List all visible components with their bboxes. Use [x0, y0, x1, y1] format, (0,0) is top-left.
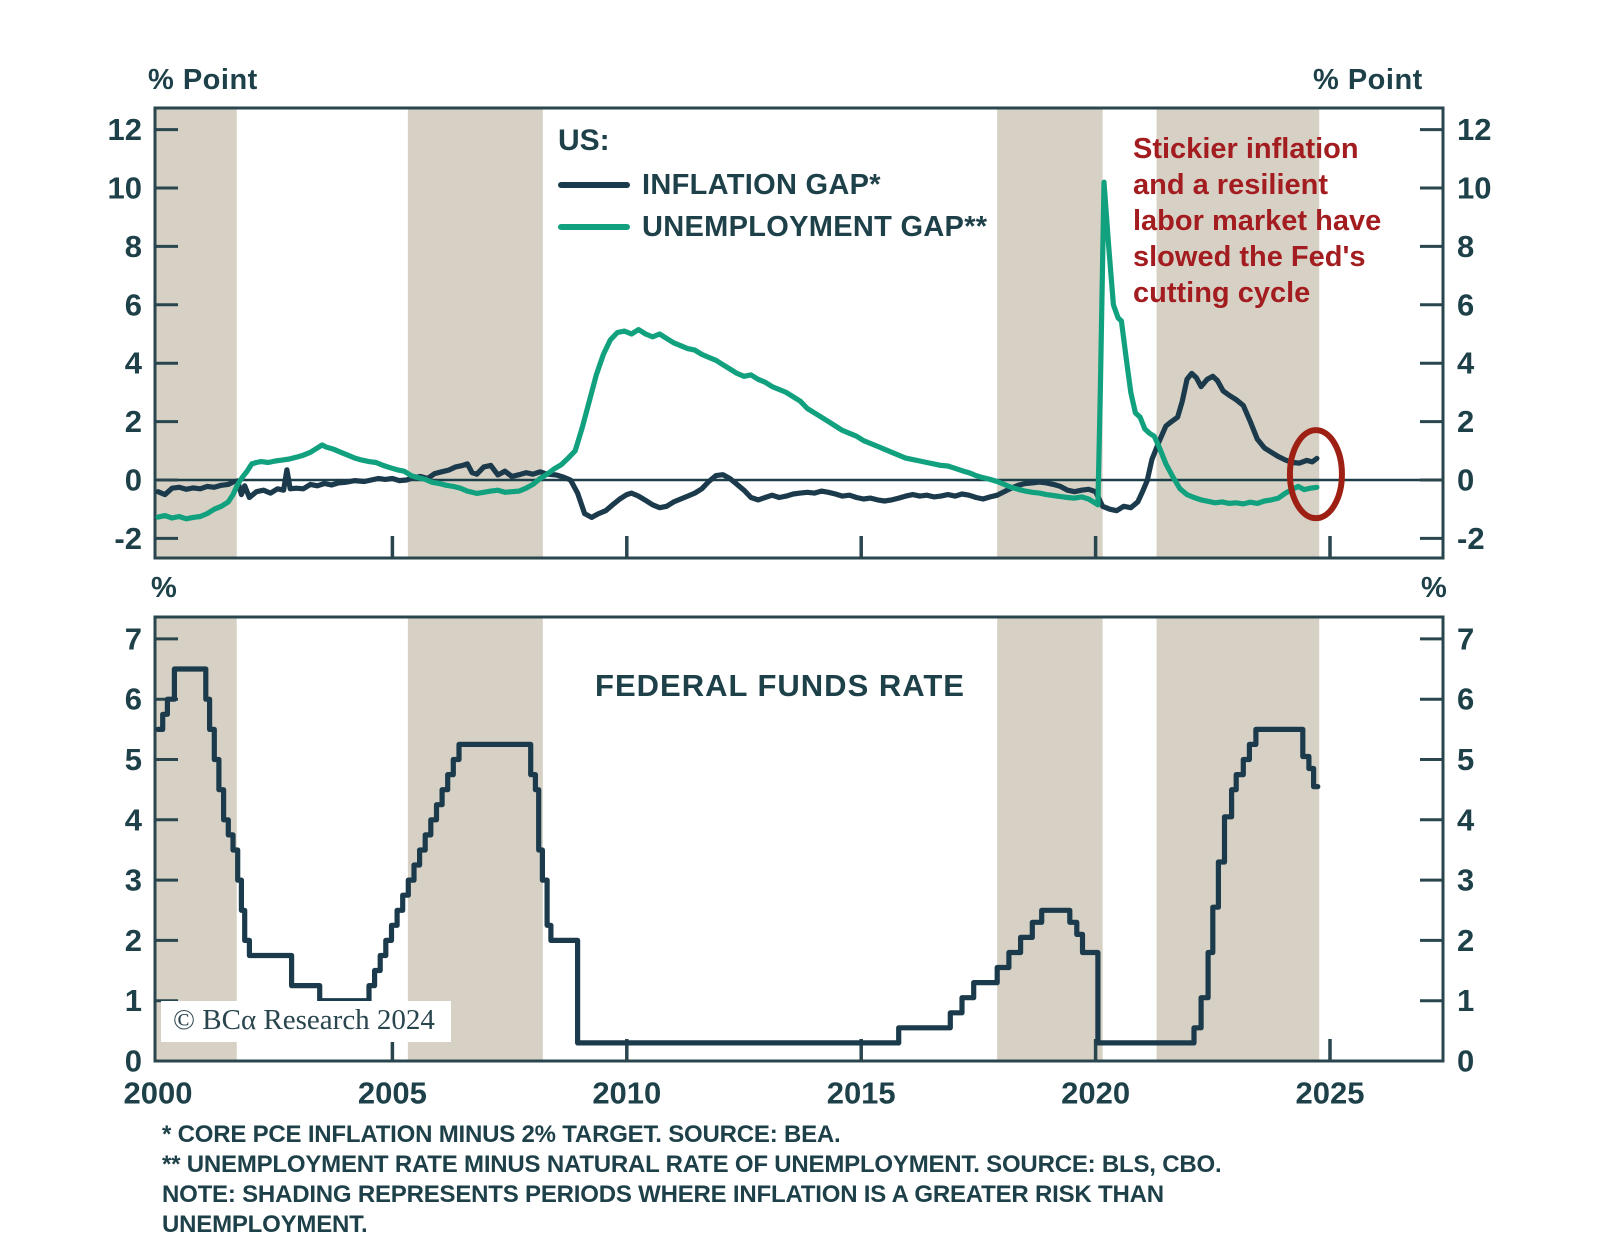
y-tick-label: 6 — [125, 287, 142, 322]
y-tick-label: 4 — [125, 802, 143, 837]
top-panel-frame — [153, 106, 1445, 560]
y-tick-label: 2 — [1457, 404, 1474, 439]
legend: US: INFLATION GAP* UNEMPLOYMENT GAP** — [558, 124, 987, 248]
highlight-ellipse — [1286, 427, 1345, 522]
x-tick-label: 2000 — [124, 1076, 193, 1111]
annotation-line: Stickier inflation — [1133, 133, 1359, 165]
footnote-unemployment: ** UNEMPLOYMENT RATE MINUS NATURAL RATE … — [162, 1151, 1222, 1178]
x-tick-label: 2010 — [592, 1076, 661, 1111]
y-tick-label: 8 — [1457, 229, 1474, 264]
unemployment-gap-line — [155, 179, 1320, 522]
legend-label-inflation-gap: INFLATION GAP* — [642, 168, 881, 201]
bottom-panel-title: FEDERAL FUNDS RATE — [595, 668, 965, 703]
inflation-gap-line — [155, 370, 1320, 520]
y-tick-label: 10 — [1457, 171, 1491, 206]
y-tick-label: 4 — [1457, 802, 1475, 837]
legend-item-unemployment-gap: UNEMPLOYMENT GAP** — [558, 206, 987, 248]
federal-funds-rate-line — [155, 666, 1321, 1046]
annotation-line: labor market have — [1133, 205, 1382, 237]
y-tick-label: -2 — [114, 521, 142, 556]
annotation-text: Stickier inflation and a resilient labor m… — [1133, 131, 1433, 311]
unemployment-gap-line-sample — [558, 224, 630, 230]
annotation-line: and a resilient — [1133, 169, 1329, 201]
legend-item-inflation-gap: INFLATION GAP* — [558, 164, 987, 206]
shading-band — [155, 617, 237, 1061]
y-tick-label: 10 — [108, 171, 142, 206]
bottom-panel-frame — [153, 615, 1445, 1063]
x-tick-label: 2005 — [358, 1076, 427, 1111]
inflation-gap-line-sample — [558, 182, 630, 188]
y-tick-label: 0 — [1457, 463, 1474, 498]
y-tick-label: 3 — [125, 863, 142, 898]
y-tick-label: -2 — [1457, 521, 1485, 556]
x-tick-label: 2015 — [827, 1076, 896, 1111]
y-tick-label: 0 — [125, 463, 142, 498]
y-tick-label: 7 — [125, 621, 142, 656]
annotation-line: cutting cycle — [1133, 277, 1311, 309]
y-tick-label: 6 — [1457, 682, 1474, 717]
x-tick-label: 2025 — [1296, 1076, 1365, 1111]
footnotes: * CORE PCE INFLATION MINUS 2% TARGET. SO… — [162, 1120, 1227, 1240]
bottom-left-axis-unit: % — [151, 572, 178, 604]
y-tick-label: 2 — [125, 923, 142, 958]
legend-label-unemployment-gap: UNEMPLOYMENT GAP** — [642, 210, 988, 243]
legend-group-label: US: — [558, 124, 610, 157]
y-tick-label: 7 — [1457, 621, 1474, 656]
y-tick-label: 6 — [125, 682, 142, 717]
y-tick-label: 0 — [1457, 1044, 1474, 1079]
y-tick-label: 2 — [125, 404, 142, 439]
top-left-axis-unit: % Point — [148, 64, 258, 96]
y-tick-label: 8 — [125, 229, 142, 264]
y-tick-label: 12 — [108, 112, 142, 147]
bca-research-watermark: © BCα Research 2024 — [161, 1001, 451, 1042]
y-tick-label: 6 — [1457, 287, 1474, 322]
y-tick-label: 3 — [1457, 863, 1474, 898]
y-tick-label: 12 — [1457, 112, 1491, 147]
footnote-core-pce: * CORE PCE INFLATION MINUS 2% TARGET. SO… — [162, 1121, 841, 1148]
annotation-line: slowed the Fed's — [1133, 241, 1366, 273]
x-tick-label: 2020 — [1061, 1076, 1130, 1111]
y-tick-label: 1 — [125, 983, 142, 1018]
y-tick-label: 5 — [125, 742, 142, 777]
y-tick-label: 4 — [1457, 346, 1475, 381]
bottom-right-axis-unit: % — [1421, 572, 1448, 604]
top-right-axis-unit: % Point — [1313, 64, 1423, 96]
shading-band — [997, 617, 1103, 1061]
shading-band — [407, 617, 543, 1061]
y-tick-label: 0 — [125, 1044, 142, 1079]
y-tick-label: 2 — [1457, 923, 1474, 958]
y-tick-label: 1 — [1457, 983, 1474, 1018]
shading-band — [1156, 617, 1320, 1061]
y-tick-label: 4 — [125, 346, 143, 381]
footnote-shading: NOTE: SHADING REPRESENTS PERIODS WHERE I… — [162, 1181, 1164, 1238]
y-tick-label: 5 — [1457, 742, 1474, 777]
